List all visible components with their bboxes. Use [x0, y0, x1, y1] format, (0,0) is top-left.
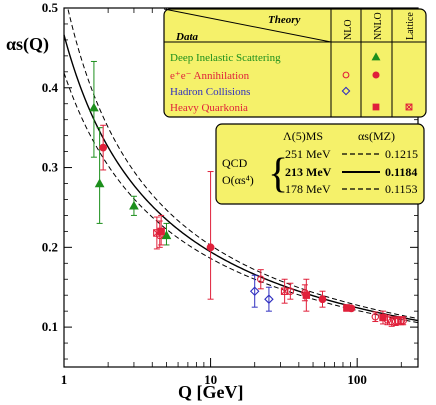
legend-col-nnlo: NNLO — [373, 12, 384, 40]
point-e-e-annihilation-nnlo — [206, 243, 215, 252]
legend-diagonal — [163, 8, 332, 43]
x-tick-label: 1 — [61, 372, 68, 387]
legend-row-ee: e⁺e⁻ Annihilation — [170, 70, 250, 82]
point-e-e-annihilation-nlo — [257, 275, 265, 283]
qcd-box: Λ(5)MS αs(MZ) QCD O(αs⁴) { 251 MeV 0.121… — [215, 123, 425, 205]
legend-row-quarkonia: Heavy Quarkonia — [170, 102, 248, 114]
x-tick-label: 10 — [204, 372, 217, 387]
legend-marks — [341, 52, 413, 111]
qcd-curve-178-mev — [63, 72, 419, 324]
point-heavy-quarkonia-nnlo — [379, 313, 387, 322]
point-e-e-annihilation-nnlo — [99, 143, 108, 152]
qcd-lambda-header: Λ(5)MS — [283, 129, 323, 143]
point-heavy-quarkonia-nnlo — [302, 291, 311, 299]
point-deep-inelastic-scattering — [89, 102, 99, 112]
qcd-row-1-lambda: 251 MeV — [285, 147, 331, 161]
legend-mark-open-circle — [342, 71, 350, 79]
point-heavy-quarkonia-lattice — [153, 229, 161, 237]
qcd-alpha-header: αs(MZ) — [358, 129, 395, 143]
x-axis-label: Q [GeV] — [178, 382, 243, 402]
qcd-label: QCD — [222, 156, 248, 170]
axes: 0.1 0.2 0.3 0.4 0.5 1 10 100 — [42, 0, 419, 387]
qcd-row-2-lambda: 213 MeV — [285, 165, 332, 179]
point-hadron-collisions — [249, 286, 260, 296]
point-heavy-quarkonia-lattice-cross — [281, 287, 289, 295]
legend-mark-filled-square — [372, 103, 380, 111]
point-e-e-annihilation-nnlo — [318, 295, 327, 304]
point-deep-inelastic-scattering — [129, 200, 139, 210]
point-e-e-annihilation-nlo — [371, 312, 380, 321]
legend-mark-filled-circle — [372, 71, 380, 79]
point-e-e-annihilation-nlo — [399, 316, 407, 325]
point-heavy-quarkonia-lattice — [280, 287, 289, 295]
qcd-row-3-lambda: 178 MeV — [285, 182, 331, 196]
qcd-curve-251-mev — [67, 9, 419, 320]
qcd-curve-213-mev — [63, 34, 419, 322]
qcd-row-3-alpha: 0.1153 — [385, 182, 418, 196]
qcd-box-frame — [215, 123, 425, 205]
y-tick-label: 0.5 — [42, 0, 59, 15]
legend-row-dis: Deep Inelastic Scattering — [170, 52, 281, 64]
point-hadron-collisions — [264, 294, 274, 304]
legend-data-header: Data — [175, 31, 199, 43]
legend-theory-header: Theory — [268, 14, 301, 26]
legend-mark-crossed-square-cross — [405, 103, 413, 111]
y-tick-label: 0.2 — [42, 239, 58, 254]
y-axis-label: αs(Q) — [6, 34, 49, 55]
data-points — [89, 60, 407, 327]
y-tick-label: 0.3 — [42, 160, 59, 175]
legend-mark-open-diamond — [341, 86, 351, 96]
y-tick-label: 0.4 — [42, 80, 59, 95]
qcd-order: O(αs⁴) — [222, 173, 254, 187]
legend-mark-crossed-square — [405, 103, 413, 111]
legend-mark-filled-triangle — [371, 52, 381, 61]
x-tick-label: 100 — [347, 372, 367, 387]
legend-row-hadron: Hadron Collisions — [170, 86, 250, 98]
qcd-brace: { — [268, 151, 288, 197]
point-heavy-quarkonia-lattice-cross — [153, 229, 161, 237]
qcd-row-1-alpha: 0.1215 — [385, 147, 418, 161]
point-e-e-annihilation-nlo — [286, 287, 295, 295]
legend-col-nlo: NLO — [343, 19, 354, 40]
qcd-curves — [63, 9, 419, 324]
y-tick-label: 0.1 — [42, 319, 58, 334]
qcd-row-2-alpha: 0.1184 — [385, 165, 417, 179]
legend-col-lattice: Lattice — [405, 12, 416, 40]
point-heavy-quarkonia-nnlo — [343, 304, 351, 312]
point-deep-inelastic-scattering — [94, 178, 105, 188]
legend: Theory Data NLO NNLO Lattice Deep Inelas… — [163, 8, 427, 118]
